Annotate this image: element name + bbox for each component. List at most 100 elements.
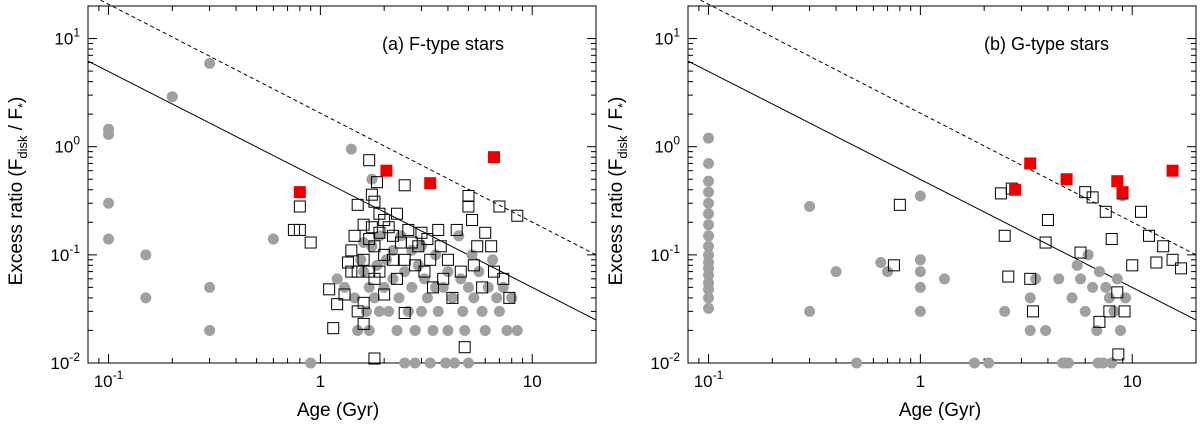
data-point-circle — [1100, 281, 1112, 293]
data-point-open-square — [1157, 240, 1170, 253]
data-point-circle — [1024, 292, 1036, 304]
data-point-circle — [703, 249, 715, 261]
data-point-open-square — [293, 223, 306, 236]
x-tick-label: 1 — [916, 372, 925, 391]
data-point-circle — [459, 324, 471, 336]
data-point-circle — [487, 254, 499, 266]
data-point-circle — [703, 175, 715, 187]
chart-panel-a: 10-1 1 10 10-2 10-1 100 101 (a) F-type stars A… — [6, 0, 597, 421]
data-point-open-square — [345, 265, 358, 278]
data-point-open-square — [467, 259, 480, 272]
reference-line-dashed — [699, 0, 1197, 256]
data-point-open-square — [405, 236, 418, 249]
data-point-circle — [1040, 324, 1052, 336]
data-point-open-square — [1105, 233, 1118, 246]
data-point-circle — [455, 273, 467, 285]
data-point-circle — [1114, 324, 1126, 336]
y-tick-label: 100 — [654, 134, 680, 157]
data-point-circle — [914, 305, 926, 317]
data-point-open-square — [503, 291, 516, 304]
data-point-circle — [491, 292, 503, 304]
data-point-circle — [457, 305, 469, 317]
data-point-circle — [204, 57, 216, 69]
data-point-circle — [424, 357, 436, 369]
data-point-circle — [402, 305, 414, 317]
data-point-circle — [703, 230, 715, 242]
data-point-circle — [204, 281, 216, 293]
reference-line-solid — [687, 60, 1197, 321]
data-point-circle — [914, 281, 926, 293]
data-point-filled-square — [1009, 183, 1022, 196]
y-tick-label: 100 — [54, 134, 80, 157]
data-point-circle — [373, 305, 385, 317]
data-point-open-square — [1134, 205, 1147, 218]
data-point-circle — [393, 292, 405, 304]
data-point-open-square — [441, 253, 454, 266]
data-point-circle — [1071, 259, 1083, 271]
data-point-open-square — [368, 240, 381, 253]
data-point-open-square — [373, 265, 386, 278]
reference-line-dashed — [99, 0, 597, 256]
data-point-open-square — [1111, 286, 1124, 299]
chart-title: (b) G-type stars — [984, 34, 1109, 54]
y-tick-label: 10-1 — [50, 242, 80, 265]
data-point-circle — [493, 305, 505, 317]
data-point-circle — [1053, 273, 1065, 285]
data-point-circle — [442, 266, 454, 278]
data-point-circle — [140, 292, 152, 304]
data-point-open-square — [363, 154, 376, 167]
data-point-open-square — [434, 240, 447, 253]
data-point-circle — [449, 357, 461, 369]
data-point-open-square — [1041, 214, 1054, 227]
data-point-circle — [103, 128, 115, 140]
data-point-circle — [1075, 273, 1087, 285]
data-point-open-square — [887, 259, 900, 272]
data-point-open-square — [476, 281, 489, 294]
data-point-open-square — [378, 214, 391, 227]
chart-a-svg: 10-1 1 10 10-2 10-1 100 101 (a) F-type stars A… — [6, 0, 597, 421]
data-point-circle — [371, 259, 383, 271]
data-point-open-square — [398, 306, 411, 319]
data-point-circle — [432, 305, 444, 317]
data-point-circle — [830, 266, 842, 278]
data-point-open-square — [351, 198, 364, 211]
data-point-open-square — [458, 341, 471, 354]
data-point-circle — [421, 292, 433, 304]
data-point-filled-square — [1024, 157, 1037, 170]
data-point-filled-square — [380, 164, 393, 177]
data-point-open-square — [1175, 262, 1188, 275]
data-point-open-square — [466, 214, 479, 227]
data-point-circle — [703, 240, 715, 252]
data-point-open-square — [378, 288, 391, 301]
data-point-circle — [851, 357, 863, 369]
data-point-open-square — [365, 188, 378, 201]
x-tick-label: 10 — [523, 372, 542, 391]
data-point-open-square — [421, 233, 434, 246]
data-point-circle — [703, 269, 715, 281]
data-point-open-square — [1002, 270, 1015, 283]
data-point-open-square — [1126, 259, 1139, 272]
data-point-circle — [399, 266, 411, 278]
data-point-circle — [968, 357, 980, 369]
data-point-open-square — [471, 240, 484, 253]
data-point-open-square — [487, 265, 500, 278]
data-point-circle — [409, 357, 421, 369]
data-point-open-square — [368, 195, 381, 208]
data-point-open-square — [1112, 348, 1125, 361]
data-point-circle — [1082, 249, 1094, 261]
data-point-open-square — [893, 198, 906, 211]
data-point-filled-square — [424, 177, 437, 190]
data-point-circle — [387, 273, 399, 285]
chart-panel-b: 10-1 1 10 10-2 10-1 100 101 (b) G-type stars A… — [600, 0, 1200, 424]
data-point-open-square — [479, 226, 492, 239]
data-point-circle — [983, 357, 995, 369]
data-point-circle — [482, 281, 494, 293]
data-point-circle — [345, 143, 357, 155]
y-tick-label: 10-2 — [650, 350, 680, 373]
data-point-open-square — [293, 200, 306, 213]
data-point-open-square — [1039, 236, 1052, 249]
data-point-open-square — [368, 352, 381, 365]
x-tick-label: 1 — [316, 372, 325, 391]
data-point-open-square — [426, 281, 439, 294]
data-point-circle — [804, 305, 816, 317]
